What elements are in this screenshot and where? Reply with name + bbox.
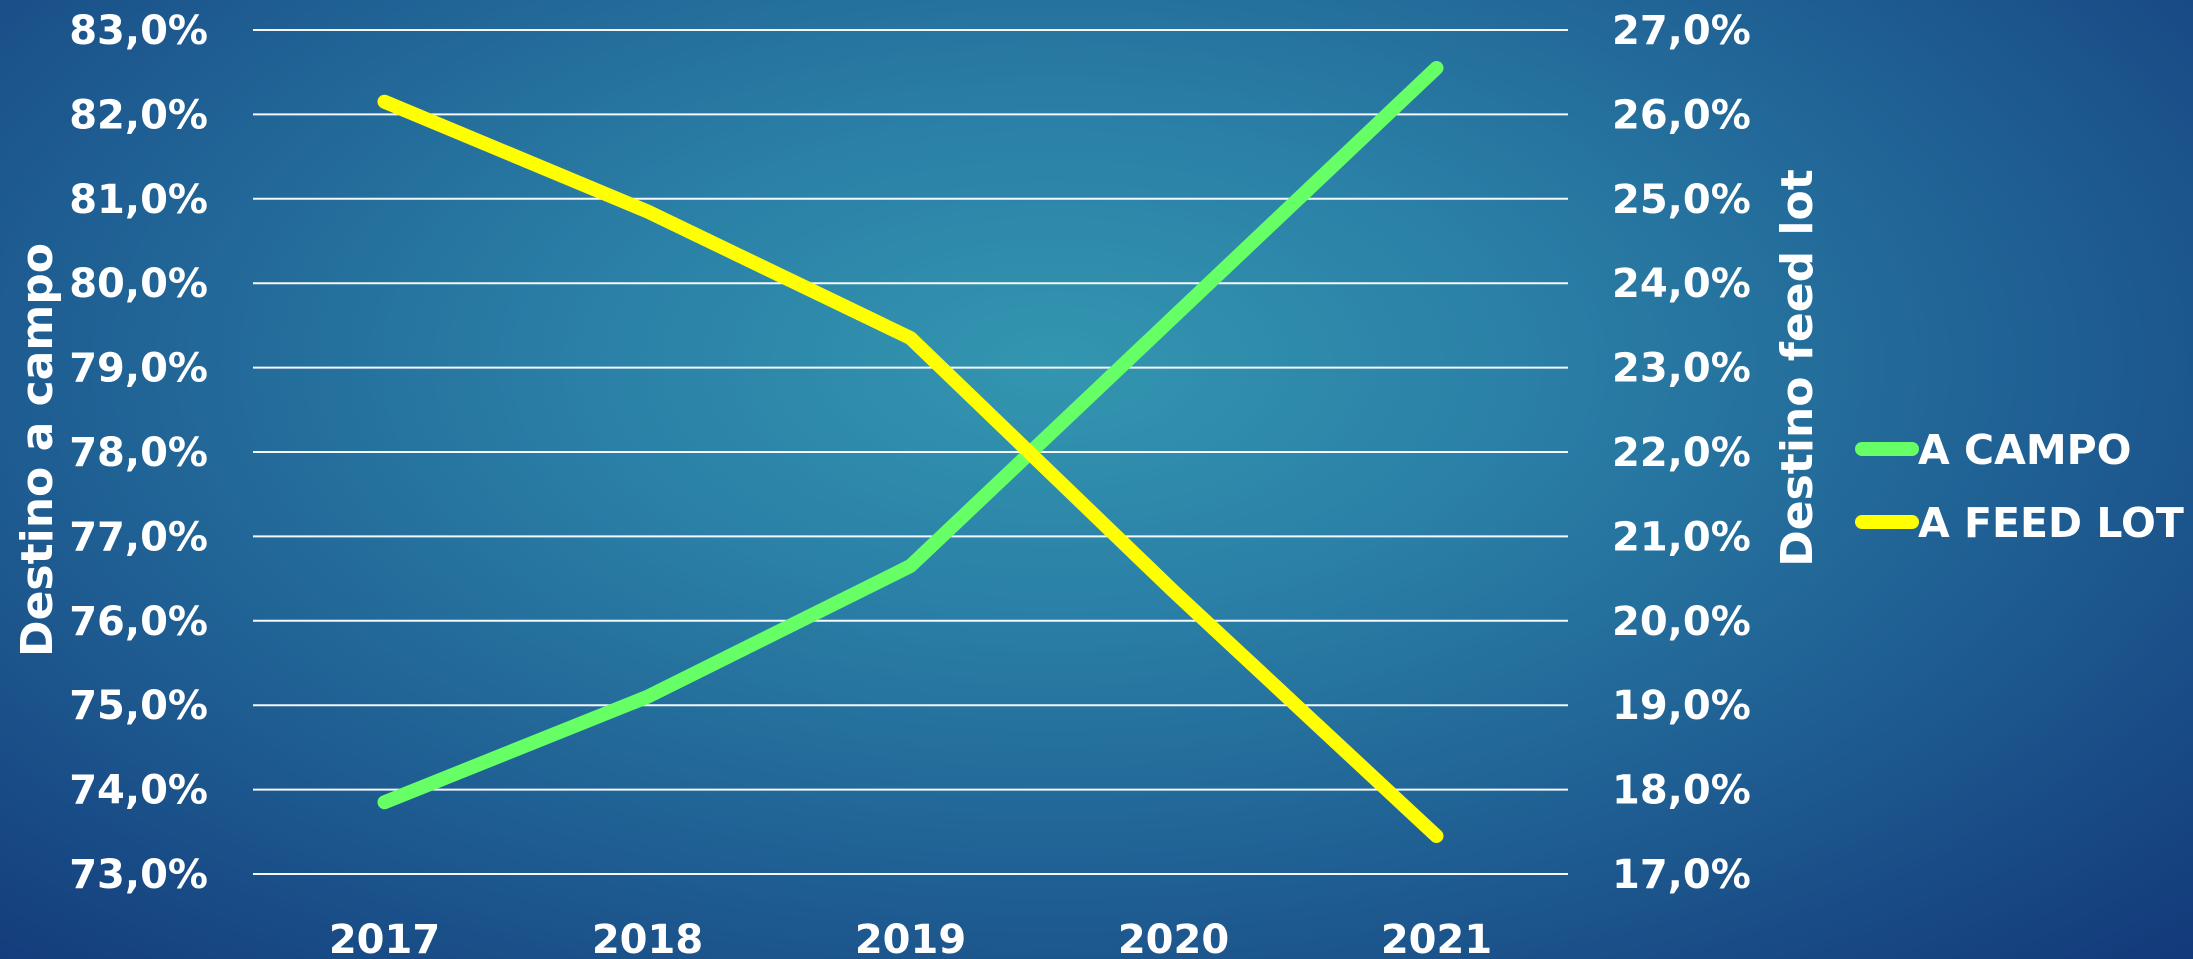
right-tick-label: 24,0% (1612, 261, 1751, 307)
legend-label-a-feed-lot: A FEED LOT (1918, 499, 2184, 547)
series-lines (377, 60, 1444, 844)
left-axis-title: Destino a campo (12, 243, 63, 657)
right-tick-label: 25,0% (1612, 177, 1751, 223)
gridlines (253, 29, 1568, 875)
right-tick-label: 21,0% (1612, 514, 1751, 560)
left-tick-label: 82,0% (69, 92, 208, 138)
legend: A CAMPO A FEED LOT (1855, 426, 2184, 547)
x-tick-label: 2020 (1118, 917, 1229, 959)
left-tick-label: 80,0% (69, 261, 208, 307)
x-tick-label: 2021 (1381, 917, 1492, 959)
left-tick-label: 74,0% (69, 768, 208, 814)
left-tick-label: 79,0% (69, 346, 208, 392)
right-axis-ticks: 17,0% 18,0% 19,0% 20,0% 21,0% 22,0% 23,0% 24,0%… (1612, 8, 1751, 898)
left-tick-label: 81,0% (69, 177, 208, 223)
x-tick-label: 2019 (855, 917, 966, 959)
left-axis-ticks: 73,0% 74,0% 75,0% 76,0% 77,0% 78,0% 79,0% 80,0%… (69, 8, 208, 898)
legend-label-a-campo: A CAMPO (1918, 426, 2132, 474)
left-tick-label: 76,0% (69, 599, 208, 645)
right-tick-label: 26,0% (1612, 92, 1751, 138)
left-tick-label: 83,0% (69, 8, 208, 54)
left-tick-label: 73,0% (69, 852, 208, 898)
right-tick-label: 20,0% (1612, 599, 1751, 645)
left-tick-label: 75,0% (69, 683, 208, 729)
x-tick-label: 2018 (592, 917, 703, 959)
left-tick-label: 78,0% (69, 430, 208, 476)
series-line-a-feed-lot (377, 94, 1444, 844)
right-tick-label: 19,0% (1612, 683, 1751, 729)
right-tick-label: 27,0% (1612, 8, 1751, 54)
right-tick-label: 22,0% (1612, 430, 1751, 476)
right-tick-label: 18,0% (1612, 768, 1751, 814)
left-tick-label: 77,0% (69, 514, 208, 560)
right-tick-label: 23,0% (1612, 346, 1751, 392)
x-axis-ticks: 2017 2018 2019 2020 2021 (329, 917, 1492, 959)
right-tick-label: 17,0% (1612, 852, 1751, 898)
series-line-a-campo (377, 60, 1444, 810)
right-axis-title: Destino feed lot (1772, 169, 1823, 567)
x-tick-label: 2017 (329, 917, 440, 959)
